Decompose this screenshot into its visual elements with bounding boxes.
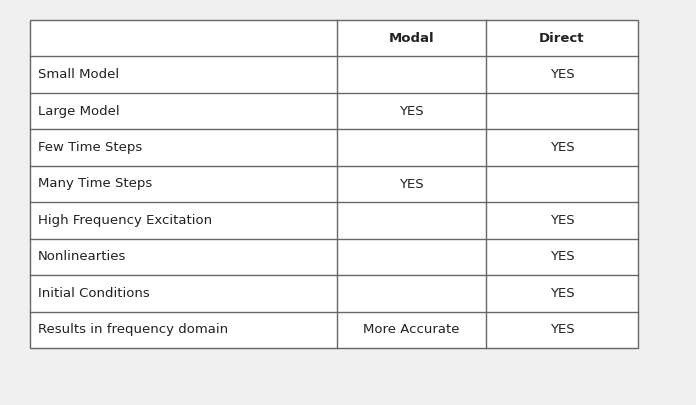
Text: YES: YES: [550, 250, 574, 263]
Text: Nonlinearties: Nonlinearties: [38, 250, 127, 263]
Text: Direct: Direct: [539, 32, 585, 45]
Text: High Frequency Excitation: High Frequency Excitation: [38, 214, 212, 227]
Text: Initial Conditions: Initial Conditions: [38, 287, 150, 300]
Text: YES: YES: [550, 68, 574, 81]
Text: YES: YES: [400, 104, 424, 117]
Bar: [30, 20, 638, 348]
Text: YES: YES: [550, 323, 574, 336]
Text: Small Model: Small Model: [38, 68, 119, 81]
Text: Many Time Steps: Many Time Steps: [38, 177, 152, 190]
Text: YES: YES: [550, 214, 574, 227]
Text: YES: YES: [550, 141, 574, 154]
Text: YES: YES: [550, 287, 574, 300]
Text: Large Model: Large Model: [38, 104, 120, 117]
Text: More Accurate: More Accurate: [363, 323, 460, 336]
Bar: [30, 20, 638, 348]
Text: Modal: Modal: [388, 32, 434, 45]
Text: Few Time Steps: Few Time Steps: [38, 141, 142, 154]
Text: YES: YES: [400, 177, 424, 190]
Text: Results in frequency domain: Results in frequency domain: [38, 323, 228, 336]
